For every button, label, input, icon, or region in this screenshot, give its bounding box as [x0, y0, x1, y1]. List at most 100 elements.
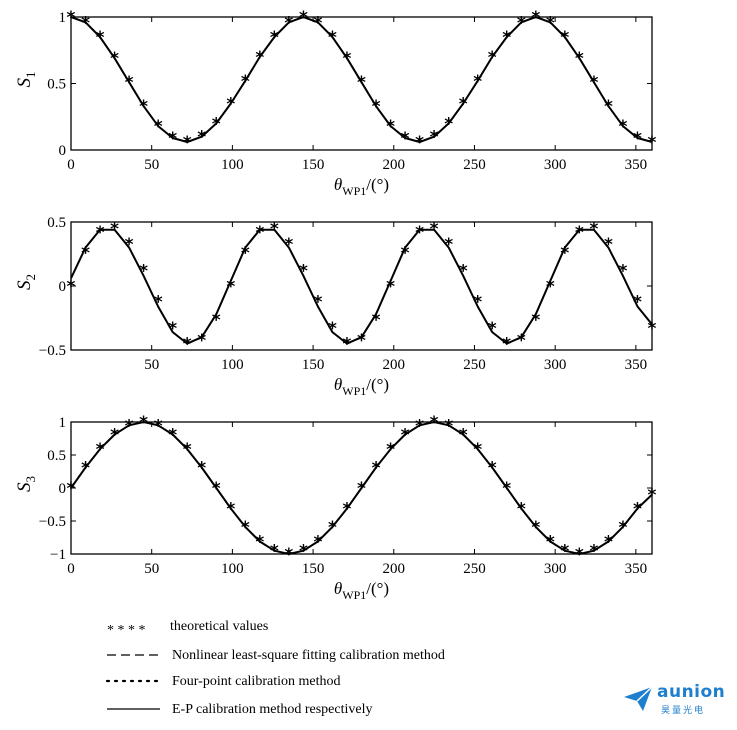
y-axis-label-sub: 2: [23, 274, 38, 281]
data-point-theoretical: *: [212, 310, 221, 330]
x-tick-label: 350: [625, 561, 648, 577]
data-point-theoretical: *: [343, 335, 352, 355]
data-point-theoretical: *: [299, 262, 308, 282]
logo-brand-text: aunion: [657, 682, 726, 702]
x-tick-label: 150: [302, 561, 325, 577]
y-tick-label: 1: [59, 10, 67, 26]
data-point-theoretical: *: [313, 292, 322, 312]
data-point-theoretical: *: [81, 244, 90, 264]
y-axis-label-main: S: [14, 78, 35, 88]
y-tick-label: 0.5: [47, 215, 66, 231]
x-tick-label: 50: [144, 357, 159, 373]
x-axis-label-unit: /(°): [366, 175, 389, 194]
x-tick-label: 250: [463, 357, 486, 373]
x-tick-label: 100: [221, 357, 244, 373]
data-point-theoretical: *: [560, 244, 569, 264]
data-point-theoretical: *: [183, 133, 192, 153]
data-point-theoretical: *: [401, 244, 410, 264]
logo-sub-text: 昊量光电: [661, 706, 706, 716]
data-point-theoretical: *: [648, 319, 657, 339]
paper-plane-icon: [624, 686, 653, 711]
data-point-theoretical: *: [154, 292, 163, 312]
data-point-theoretical: *: [125, 235, 134, 255]
data-point-theoretical: *: [619, 262, 628, 282]
data-point-theoretical: *: [444, 235, 453, 255]
x-axis-label: θWP1/(°): [334, 579, 389, 602]
x-tick-label: 250: [463, 157, 486, 173]
data-point-theoretical: *: [415, 223, 424, 243]
legend-label: Nonlinear least-square fitting calibrati…: [172, 648, 445, 663]
x-tick-label: 200: [383, 561, 406, 577]
x-axis-label-main: θ: [334, 579, 342, 598]
legend-label: theoretical values: [170, 619, 268, 634]
data-point-theoretical: *: [96, 223, 105, 243]
series-line-ep: [70, 421, 653, 555]
y-tick-label: −0.5: [39, 514, 66, 530]
data-point-theoretical: *: [488, 319, 497, 339]
data-point-theoretical: *: [575, 545, 584, 565]
y-axis-label-sub: 3: [23, 476, 38, 483]
x-tick-label: 350: [625, 157, 648, 173]
data-point-theoretical: *: [546, 277, 555, 297]
y-tick-label: 0: [59, 481, 67, 497]
data-point-theoretical: *: [575, 223, 584, 243]
data-point-theoretical: *: [226, 277, 235, 297]
y-axis-label: S2: [14, 274, 38, 290]
data-point-theoretical: *: [168, 319, 177, 339]
data-point-theoretical: *: [604, 235, 613, 255]
legend-marker-asterisks: * * * *: [107, 623, 146, 638]
x-axis-label-sub: WP1: [342, 384, 366, 398]
x-axis-label-unit: /(°): [366, 375, 389, 394]
y-tick-label: 0.5: [47, 77, 66, 93]
y-axis-label-main: S: [14, 280, 35, 290]
y-tick-label: 0.5: [47, 448, 66, 464]
x-tick-label: 100: [221, 157, 244, 173]
x-tick-label: 50: [144, 561, 159, 577]
data-point-theoretical: *: [459, 262, 468, 282]
legend-label: E-P calibration method respectively: [172, 702, 372, 717]
data-point-theoretical: *: [139, 262, 148, 282]
series-line-ep: [70, 228, 653, 345]
data-point-theoretical: *: [372, 310, 381, 330]
series-line-ep: [70, 16, 653, 143]
x-axis-label: θWP1/(°): [334, 375, 389, 398]
x-tick-label: 0: [67, 157, 75, 173]
y-tick-label: 1: [59, 415, 67, 431]
panel-3: 0 50 100 150 200 250 300 350 −1 −0.5 0 0.5 1 S3 θWP1/(…: [14, 413, 657, 602]
data-point-theoretical: *: [67, 277, 76, 297]
y-axis-label-main: S: [14, 482, 35, 492]
y-tick-label: 0: [59, 279, 67, 295]
data-point-theoretical: *: [183, 335, 192, 355]
data-point-theoretical: *: [648, 133, 657, 153]
y-tick-label: 0: [59, 143, 67, 159]
data-point-theoretical: *: [386, 277, 395, 297]
data-point-theoretical: *: [284, 545, 293, 565]
data-point-theoretical: *: [255, 223, 264, 243]
legend-label: Four-point calibration method: [172, 674, 340, 689]
y-axis-label-sub: 1: [23, 72, 38, 79]
data-point-theoretical: *: [357, 331, 366, 351]
x-axis-label-sub: WP1: [342, 588, 366, 602]
x-tick-label: 150: [302, 157, 325, 173]
panel-2: 50 100 150 200 250 300 350−0.500.5S2θWP1/(°)**…: [14, 215, 657, 398]
data-point-theoretical: *: [517, 331, 526, 351]
x-axis-label-main: θ: [334, 375, 342, 394]
y-axis-label: S1: [14, 72, 38, 88]
y-tick-label: −1: [50, 547, 66, 563]
data-point-theoretical: *: [531, 310, 540, 330]
x-tick-label: 200: [383, 157, 406, 173]
data-point-theoretical: *: [415, 133, 424, 153]
x-axis-label: θWP1/(°): [334, 175, 389, 198]
x-tick-label: 150: [302, 357, 325, 373]
x-tick-label: 250: [463, 561, 486, 577]
data-point-theoretical: *: [473, 292, 482, 312]
data-point-theoretical: *: [328, 319, 337, 339]
x-axis-label-sub: WP1: [342, 184, 366, 198]
x-tick-label: 50: [144, 157, 159, 173]
data-point-theoretical: *: [197, 331, 206, 351]
data-point-theoretical: *: [633, 292, 642, 312]
data-point-theoretical: *: [284, 235, 293, 255]
y-axis-label: S3: [14, 476, 38, 492]
